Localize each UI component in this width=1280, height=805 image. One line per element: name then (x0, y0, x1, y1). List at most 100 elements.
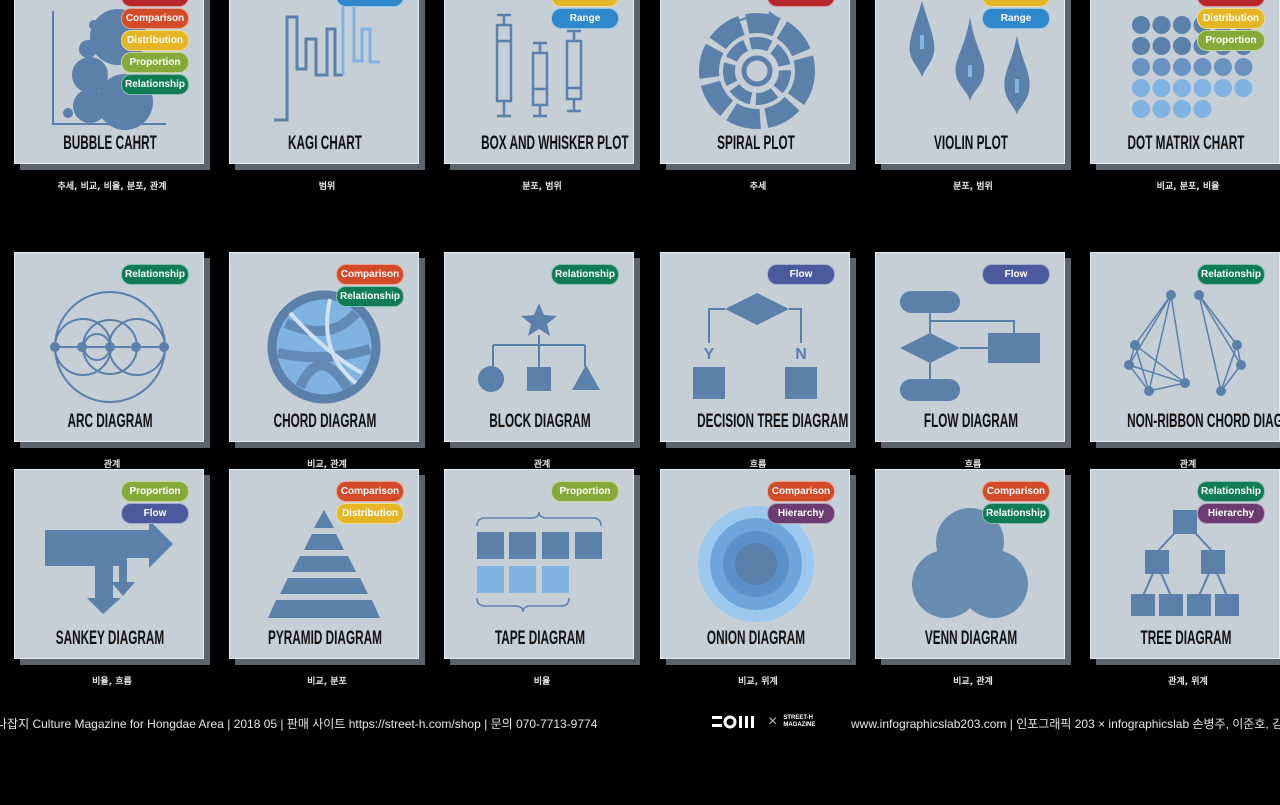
card-caption: 관계 (533, 460, 551, 470)
tag-pill: Comparison (121, 8, 189, 29)
tag-pill: Relationship (551, 264, 619, 285)
tag-pill: Relationship (121, 264, 189, 285)
tag-pill (551, 0, 619, 7)
card-caption: 범위 (318, 182, 336, 192)
chart-card-dot-matrix-chart: Distribution Proportion DOT MATRIX CHART … (1090, 0, 1280, 192)
card-caption: 추세, 비교, 비율, 분포, 관계 (57, 182, 167, 192)
non-ribbon-chord-diagram-icon (1124, 290, 1246, 396)
card-panel: SPIRAL PLOT (660, 0, 850, 164)
card-caption: 흐름 (964, 460, 982, 470)
no-label: N (795, 346, 807, 363)
chart-card-block-diagram: Relationship BLOCK DIAGRAM 관계 (444, 252, 640, 470)
card-caption: 관계 (103, 460, 121, 470)
card-title: SANKEY DIAGRAM (55, 628, 165, 649)
card-panel: Flow FLOW DIAGRAM (875, 252, 1065, 442)
tag-pill: Comparison (336, 481, 404, 502)
chart-card-flow-diagram: Flow FLOW DIAGRAM 흐름 (875, 252, 1071, 470)
tag-pill: Flow (121, 503, 189, 524)
tag-pill: Hierarchy (1197, 503, 1265, 524)
card-caption: 비교, 관계 (307, 460, 347, 470)
street-h-logo: × STREET-H MAGAZINE (712, 713, 817, 731)
tag-pill: Relationship (982, 503, 1050, 524)
footer-right: www.infographicslab203.com | 인포그래픽 203 ×… (851, 717, 1280, 731)
card-title: DECISION TREE DIAGRAM (697, 411, 849, 432)
card-title: BUBBLE CAHRT (63, 133, 157, 154)
card-caption: 비교, 분포 (307, 677, 347, 687)
tag-pill: Flow (982, 264, 1050, 285)
tag-pill: Distribution (1197, 8, 1265, 29)
card-panel: Y N Flow DECISION TREE DIAGRAM (660, 252, 850, 442)
footer-left: 나잡지 Culture Magazine for Hongdae Area | … (0, 717, 598, 731)
tag-pill (336, 0, 404, 7)
tag-pill: Comparison (767, 481, 835, 502)
tape-diagram-icon (476, 511, 602, 613)
street-h-logo-mark-icon (712, 715, 754, 729)
card-panel: Comparison Relationship VENN DIAGRAM (875, 469, 1065, 659)
tag-pill: Relationship (336, 286, 404, 307)
card-title: BOX AND WHISKER PLOT (481, 133, 629, 154)
chart-card-non-ribbon-chord-diagram: Relationship NON-RIBBON CHORD DIAGRAM 관계 (1090, 252, 1280, 470)
onion-diagram-icon (698, 506, 814, 622)
tag-pill: Relationship (1197, 264, 1265, 285)
card-panel: Comparison Relationship CHORD DIAGRAM (229, 252, 419, 442)
card-title: PYRAMID DIAGRAM (268, 628, 382, 649)
times-icon: × (768, 713, 778, 730)
card-title: BLOCK DIAGRAM (489, 411, 591, 432)
card-panel: Distribution Proportion DOT MATRIX CHART (1090, 0, 1280, 164)
tag-pill: Flow (767, 264, 835, 285)
arc-diagram-icon (50, 291, 169, 403)
tag-pill: Relationship (121, 74, 189, 95)
chart-card-tape-diagram: Proportion TAPE DIAGRAM 비율 (444, 469, 640, 687)
card-title: NON-RIBBON CHORD DIAGRAM (1127, 411, 1280, 432)
card-panel: Relationship NON-RIBBON CHORD DIAGRAM (1090, 252, 1280, 442)
card-panel: Range VIOLIN PLOT (875, 0, 1065, 164)
spiral-plot-icon (699, 11, 815, 129)
yes-label: Y (704, 346, 715, 363)
card-caption: 분포, 범위 (522, 182, 562, 192)
card-title: SPIRAL PLOT (717, 133, 795, 154)
tag-pill (121, 0, 189, 7)
card-title: DOT MATRIX CHART (1127, 133, 1245, 154)
card-caption: 추세 (749, 182, 767, 192)
sankey-diagram-icon (45, 520, 173, 614)
chart-card-decision-tree-diagram: Y N Flow DECISION TREE DIAGRAM 흐름 (660, 252, 856, 470)
chart-card-tree-diagram: Relationship Hierarchy TREE DIAGRAM 관계, 위… (1090, 469, 1280, 687)
tag-pill: Proportion (551, 481, 619, 502)
tag-pill: Range (551, 8, 619, 29)
tag-pill: Hierarchy (767, 503, 835, 524)
card-panel: Range BOX AND WHISKER PLOT (444, 0, 634, 164)
chart-card-violin-plot: Range VIOLIN PLOT 분포, 범위 (875, 0, 1071, 192)
card-title: VIOLIN PLOT (934, 133, 1008, 154)
card-panel: Relationship Hierarchy TREE DIAGRAM (1090, 469, 1280, 659)
card-caption: 비교, 관계 (953, 677, 993, 687)
card-title: ONION DIAGRAM (706, 628, 806, 649)
card-caption: 비율 (533, 677, 551, 687)
tag-pill: Comparison (336, 264, 404, 285)
card-caption: 관계, 위계 (1168, 677, 1208, 687)
card-title: ARC DIAGRAM (67, 411, 153, 432)
card-title: TAPE DIAGRAM (494, 628, 586, 649)
chart-card-onion-diagram: Comparison Hierarchy ONION DIAGRAM 비교, 위계 (660, 469, 856, 687)
tag-pill (1197, 0, 1265, 7)
tag-pill: Proportion (121, 52, 189, 73)
pyramid-diagram-icon (268, 510, 380, 618)
tag-pill: Distribution (121, 30, 189, 51)
chord-diagram-icon (267, 290, 381, 404)
card-title: TREE DIAGRAM (1140, 628, 1232, 649)
card-caption: 분포, 범위 (953, 182, 993, 192)
card-caption: 비교, 위계 (738, 677, 778, 687)
tag-pill: Proportion (121, 481, 189, 502)
block-diagram-icon (478, 303, 600, 392)
chart-card-arc-diagram: Relationship ARC DIAGRAM 관계 (14, 252, 210, 470)
tag-pill: Range (982, 8, 1050, 29)
chart-card-bubble-cahrt: Comparison Distribution Proportion Relation… (14, 0, 210, 192)
violin-plot-icon (909, 1, 1030, 115)
card-caption: 비율, 흐름 (92, 677, 132, 687)
tree-diagram-icon (1131, 510, 1239, 616)
tag-pill (982, 0, 1050, 7)
flow-diagram-icon (900, 291, 1040, 401)
card-panel: Comparison Distribution PYRAMID DIAGRAM (229, 469, 419, 659)
tag-pill (767, 0, 835, 7)
card-caption: 흐름 (749, 460, 767, 470)
tag-pill: Distribution (336, 503, 404, 524)
